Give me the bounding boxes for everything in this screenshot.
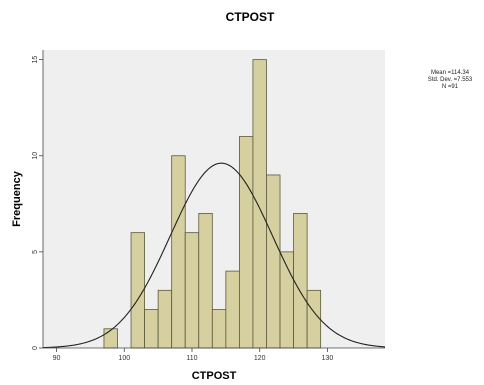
histogram-bar bbox=[130, 232, 145, 349]
n-stat: N =91 bbox=[441, 84, 459, 90]
histogram-bar bbox=[103, 328, 118, 349]
histogram-bar bbox=[306, 289, 322, 349]
histogram-bar bbox=[252, 59, 267, 349]
x-tick-label: 100 bbox=[118, 355, 130, 362]
axes: 90 100 110 120 130 0 5 10 15 bbox=[32, 50, 385, 362]
x-tick-label: 120 bbox=[254, 355, 266, 362]
x-axis-label: CTPOST bbox=[192, 370, 237, 382]
histogram-bar bbox=[238, 136, 254, 349]
y-axis-label: Frequency bbox=[11, 170, 23, 227]
histogram-bar bbox=[157, 289, 173, 349]
statistics-legend: Mean =114.34 Std. Dev. =7.553 N =91 bbox=[416, 70, 484, 91]
x-tick-label: 130 bbox=[322, 355, 334, 362]
chart-title: CTPOST bbox=[225, 10, 275, 24]
histogram-bar bbox=[198, 213, 213, 349]
histogram-bar bbox=[171, 155, 186, 349]
histogram-bar bbox=[144, 309, 159, 349]
histogram-bar bbox=[211, 309, 227, 349]
plot-background bbox=[43, 50, 385, 348]
histogram-bar bbox=[266, 174, 281, 349]
y-tick-label: 10 bbox=[32, 152, 39, 160]
histogram-bar bbox=[225, 270, 240, 349]
x-tick-label: 110 bbox=[186, 355, 197, 362]
histogram-bar bbox=[184, 232, 200, 349]
mean-stat: Mean =114.34 bbox=[430, 70, 470, 76]
y-tick-label: 15 bbox=[32, 56, 39, 64]
histogram-bars bbox=[103, 59, 322, 349]
y-tick-label: 0 bbox=[32, 346, 39, 350]
histogram-bar bbox=[293, 213, 308, 349]
y-tick-label: 5 bbox=[32, 250, 39, 254]
std-dev-stat: Std. Dev. =7.553 bbox=[427, 77, 473, 83]
normal-curve bbox=[42, 162, 386, 349]
x-tick-label: 90 bbox=[53, 355, 61, 362]
